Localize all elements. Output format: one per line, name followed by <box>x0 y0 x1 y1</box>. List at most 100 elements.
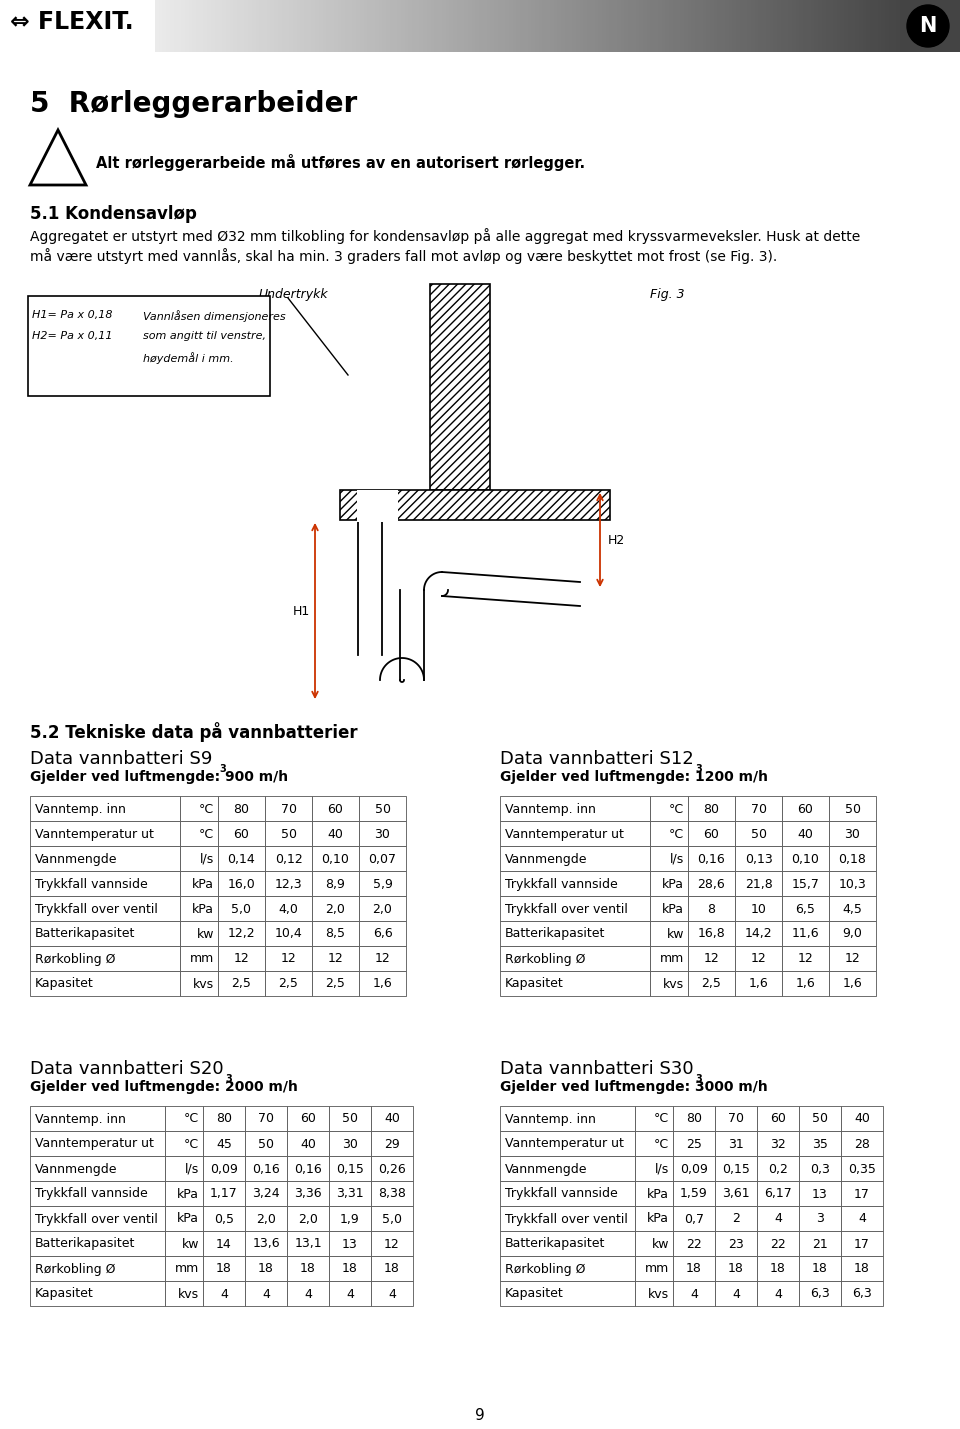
Text: 16,0: 16,0 <box>228 877 255 890</box>
Text: 13,6: 13,6 <box>252 1238 279 1250</box>
Bar <box>475 0 479 51</box>
Bar <box>635 1180 673 1206</box>
Bar <box>800 0 804 51</box>
Bar <box>673 0 677 51</box>
Bar <box>329 1130 371 1156</box>
Text: 6,6: 6,6 <box>372 927 393 940</box>
Text: 3: 3 <box>695 1075 702 1085</box>
Bar <box>430 284 490 490</box>
Text: Vannmengde: Vannmengde <box>505 853 588 866</box>
Bar <box>174 0 178 51</box>
Bar <box>782 822 829 846</box>
Text: 40: 40 <box>384 1113 400 1126</box>
Circle shape <box>907 4 949 47</box>
Bar <box>265 822 312 846</box>
Bar <box>300 0 304 51</box>
Text: 28,6: 28,6 <box>698 877 726 890</box>
Bar <box>542 0 546 51</box>
Bar <box>500 1106 635 1130</box>
Bar <box>165 1106 203 1130</box>
Text: 32: 32 <box>770 1137 786 1150</box>
Text: Trykkfall over ventil: Trykkfall over ventil <box>505 1212 628 1226</box>
Text: 4: 4 <box>774 1212 782 1226</box>
Text: mm: mm <box>190 953 214 966</box>
Text: °C: °C <box>669 827 684 840</box>
Bar <box>341 0 345 51</box>
Text: Batterikapasitet: Batterikapasitet <box>505 927 606 940</box>
Bar <box>620 0 624 51</box>
Text: 2,0: 2,0 <box>256 1212 276 1226</box>
Text: °C: °C <box>184 1137 199 1150</box>
Text: Vannmengde: Vannmengde <box>505 1163 588 1176</box>
Bar <box>192 0 196 51</box>
Bar <box>782 796 829 822</box>
Bar <box>329 1156 371 1180</box>
Bar <box>30 1206 165 1230</box>
Bar <box>30 796 180 822</box>
Bar <box>188 0 192 51</box>
Text: 40: 40 <box>327 827 344 840</box>
Bar <box>170 0 174 51</box>
Bar <box>416 0 420 51</box>
Text: Data vannbatteri S12: Data vannbatteri S12 <box>500 750 694 767</box>
Text: 0,09: 0,09 <box>210 1163 238 1176</box>
Bar <box>606 0 610 51</box>
Bar <box>513 0 516 51</box>
Bar <box>340 490 610 520</box>
Bar <box>594 0 598 51</box>
Bar <box>180 946 218 970</box>
Bar <box>780 0 784 51</box>
Bar <box>374 0 378 51</box>
Bar <box>788 0 792 51</box>
Text: 0,26: 0,26 <box>378 1163 406 1176</box>
Bar <box>285 0 289 51</box>
Text: Batterikapasitet: Batterikapasitet <box>35 1238 135 1250</box>
Bar <box>829 846 876 872</box>
Bar <box>799 1280 841 1306</box>
Bar <box>784 0 788 51</box>
Bar <box>744 0 747 51</box>
Bar <box>382 0 386 51</box>
Bar <box>494 0 497 51</box>
Bar <box>841 1206 883 1230</box>
Bar <box>688 872 735 896</box>
Text: 80: 80 <box>233 803 250 816</box>
Bar <box>245 1280 287 1306</box>
Text: Vanntemperatur ut: Vanntemperatur ut <box>35 1137 154 1150</box>
Bar <box>576 0 580 51</box>
Text: Gjelder ved luftmengde: 2000 m/h: Gjelder ved luftmengde: 2000 m/h <box>30 1080 298 1095</box>
Bar <box>165 1180 203 1206</box>
Text: kPa: kPa <box>662 877 684 890</box>
Bar <box>245 1230 287 1256</box>
Text: 1,17: 1,17 <box>210 1187 238 1200</box>
Bar <box>822 0 826 51</box>
Bar <box>308 0 311 51</box>
Text: Vanntemperatur ut: Vanntemperatur ut <box>505 1137 624 1150</box>
Text: 40: 40 <box>854 1113 870 1126</box>
Text: l/s: l/s <box>184 1163 199 1176</box>
Text: kw: kw <box>666 927 684 940</box>
Bar <box>829 970 876 996</box>
Bar <box>162 0 166 51</box>
Bar <box>844 0 848 51</box>
Bar <box>30 1280 165 1306</box>
Text: 60: 60 <box>327 803 344 816</box>
Text: Data vannbatteri S30: Data vannbatteri S30 <box>500 1060 694 1077</box>
Bar <box>509 0 513 51</box>
Bar <box>650 970 688 996</box>
Bar <box>501 0 505 51</box>
Bar <box>863 0 867 51</box>
Text: 12: 12 <box>233 953 250 966</box>
Bar <box>826 0 829 51</box>
Bar <box>287 1106 329 1130</box>
Bar <box>602 0 606 51</box>
Bar <box>312 846 359 872</box>
Bar <box>688 822 735 846</box>
Bar <box>658 0 661 51</box>
Text: 18: 18 <box>728 1262 744 1276</box>
Bar <box>799 1206 841 1230</box>
Text: 0,12: 0,12 <box>275 853 302 866</box>
Bar <box>287 1280 329 1306</box>
Bar <box>218 922 265 946</box>
Text: 8,5: 8,5 <box>325 927 346 940</box>
